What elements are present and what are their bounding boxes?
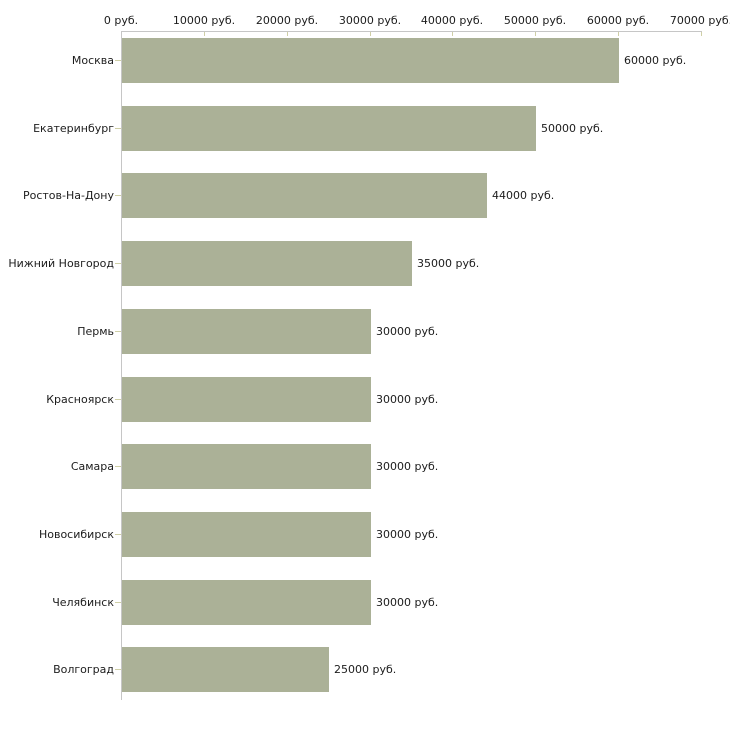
x-axis-tick bbox=[618, 32, 619, 36]
bar-value-label: 30000 руб. bbox=[376, 325, 439, 338]
bar-value-label: 44000 руб. bbox=[492, 189, 555, 202]
x-axis-tick bbox=[452, 32, 453, 36]
x-axis-tick-label: 30000 руб. bbox=[338, 14, 402, 27]
x-axis-tick-label: 40000 руб. bbox=[420, 14, 484, 27]
bar bbox=[122, 512, 371, 557]
x-axis-tick bbox=[535, 32, 536, 36]
bar-value-label: 30000 руб. bbox=[376, 528, 439, 541]
x-axis-tick-label: 20000 руб. bbox=[255, 14, 319, 27]
bar bbox=[122, 106, 536, 151]
x-axis-tick bbox=[701, 32, 702, 36]
bar-category-label: Пермь bbox=[77, 325, 114, 338]
bar bbox=[122, 580, 371, 625]
bar bbox=[122, 38, 619, 83]
bar bbox=[122, 377, 371, 422]
bar-category-label: Самара bbox=[70, 460, 114, 473]
category-tick bbox=[115, 669, 121, 670]
bar bbox=[122, 309, 371, 354]
bar-value-label: 30000 руб. bbox=[376, 596, 439, 609]
x-axis-tick-label: 0 руб. bbox=[103, 14, 139, 27]
x-axis-tick-label: 60000 руб. bbox=[586, 14, 650, 27]
category-tick bbox=[115, 602, 121, 603]
x-axis-tick-label: 10000 руб. bbox=[172, 14, 236, 27]
bar-value-label: 30000 руб. bbox=[376, 460, 439, 473]
x-axis-tick bbox=[370, 32, 371, 36]
bar bbox=[122, 241, 412, 286]
bar-category-label: Екатеринбург bbox=[33, 122, 114, 135]
bar-value-label: 25000 руб. bbox=[334, 663, 397, 676]
bar-category-label: Нижний Новгород bbox=[8, 257, 114, 270]
x-axis-tick-label: 50000 руб. bbox=[503, 14, 567, 27]
bar bbox=[122, 444, 371, 489]
bar bbox=[122, 647, 329, 692]
y-axis-line bbox=[121, 31, 122, 700]
category-tick bbox=[115, 534, 121, 535]
x-axis-tick bbox=[204, 32, 205, 36]
bar-value-label: 35000 руб. bbox=[417, 257, 480, 270]
bar-category-label: Челябинск bbox=[52, 596, 114, 609]
bar-category-label: Москва bbox=[71, 54, 114, 67]
bar-category-label: Новосибирск bbox=[38, 528, 114, 541]
category-tick bbox=[115, 331, 121, 332]
category-tick bbox=[115, 263, 121, 264]
x-axis-line bbox=[121, 31, 702, 32]
category-tick bbox=[115, 399, 121, 400]
category-tick bbox=[115, 466, 121, 467]
x-axis-tick bbox=[287, 32, 288, 36]
bar-value-label: 30000 руб. bbox=[376, 393, 439, 406]
bar bbox=[122, 173, 487, 218]
bar-value-label: 50000 руб. bbox=[541, 122, 604, 135]
bar-category-label: Ростов-На-Дону bbox=[22, 189, 114, 202]
category-tick bbox=[115, 128, 121, 129]
bar-value-label: 60000 руб. bbox=[624, 54, 687, 67]
bar-category-label: Красноярск bbox=[46, 393, 114, 406]
x-axis-tick-label: 70000 руб. bbox=[669, 14, 730, 27]
category-tick bbox=[115, 195, 121, 196]
category-tick bbox=[115, 60, 121, 61]
bar-category-label: Волгоград bbox=[53, 663, 114, 676]
